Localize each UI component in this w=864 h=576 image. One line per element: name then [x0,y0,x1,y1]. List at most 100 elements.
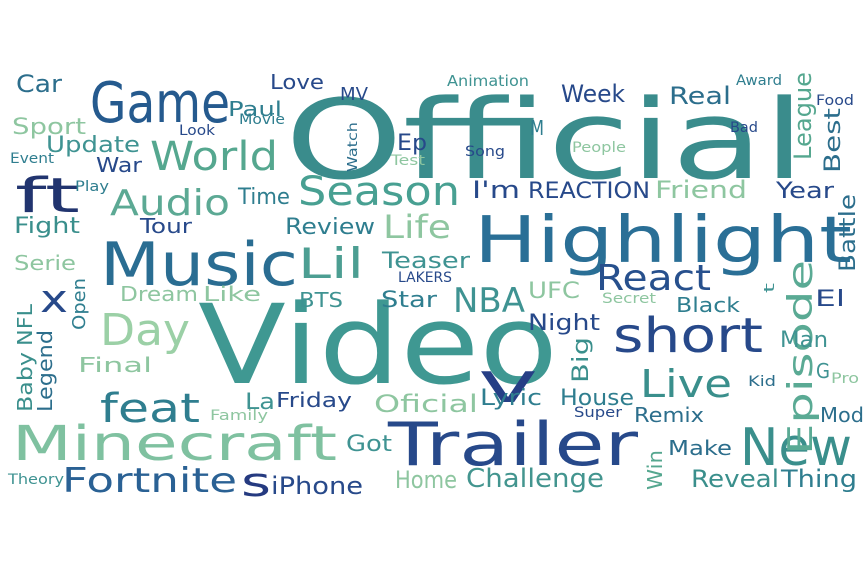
word-trailer: Trailer [387,410,639,480]
word-ft: ft [15,168,80,224]
word-feat: feat [100,386,200,432]
word-oficial: Oficial [374,390,478,418]
word-pro: Pro [831,371,859,387]
word-lil: Lil [298,239,364,288]
word-serie: Serie [14,251,76,275]
word-music: Music [100,230,298,300]
word-secret: Secret [602,291,657,307]
word-week: Week [561,80,625,108]
word-teaser: Teaser [381,249,471,274]
word-el: El [815,287,845,312]
word-theory: Theory [7,472,64,488]
word-family: Family [210,408,268,424]
word-award: Award [736,73,782,89]
word-fortnite: Fortnite [62,461,237,501]
word-reaction: REACTION [528,179,650,204]
word-g: G [816,359,830,383]
word-movie: Movie [239,112,285,128]
word-episode: Episode [781,260,821,455]
word-life: Life [383,208,451,246]
word-time: Time [237,185,290,210]
word-short: short [613,308,763,364]
word-kid: Kid [748,374,776,390]
word-fight: Fight [14,214,80,239]
word-car: Car [16,70,62,98]
word-league: League [789,72,817,160]
word-friday: Friday [276,388,352,412]
word-house: House [560,386,634,411]
word-star: Star [381,288,438,313]
word-update: Update [46,133,140,158]
word-bad: Bad [730,120,758,136]
word-look: Look [179,123,216,139]
word-video: Video [198,281,558,409]
word-got: Got [346,432,392,457]
word-iphone: iPhone [271,472,363,500]
word-game: Game [90,71,230,136]
word-m: M [530,116,544,140]
word-big: Big [569,337,594,383]
word-x: x [40,277,68,321]
word-war: War [96,153,143,177]
word-best: Best [821,108,846,173]
word-event: Event [10,151,55,167]
word-mod: Mod [820,403,864,427]
word-challenge: Challenge [466,464,604,494]
word-react: React [596,258,711,299]
word-i-m: I'm [472,176,520,204]
word-black: Black [676,293,740,317]
word-love: Love [270,70,324,94]
word-la: La [245,390,275,415]
word-s: s [241,460,271,506]
word-legend: Legend [33,330,57,412]
word-baby: Baby [13,352,37,412]
word-people: People [572,140,626,156]
word-friend: Friend [655,176,747,204]
word-v: v [478,351,538,416]
word-tour: Tour [139,214,193,238]
word-food: Food [816,93,854,109]
word-battle: Battle [836,194,861,272]
word-remix: Remix [634,403,704,427]
word-test: Test [390,153,426,169]
word-world: World [150,134,278,180]
word-win: Win [643,450,667,490]
word-real: Real [669,82,731,110]
word-live: Live [640,362,732,406]
word-year: Year [775,179,835,204]
word-lakers: LAKERS [398,270,452,286]
word-highlight: Highlight [474,204,852,278]
word-reveal: Reveal [691,465,779,493]
word-paul: Paul [228,97,282,121]
word-final: Final [78,353,152,377]
word-thing: Thing [780,465,857,493]
word-play: Play [75,179,109,195]
word-animation: Animation [447,72,529,90]
word-home: Home [395,466,457,494]
word-ep: Ep [397,131,427,156]
word-like: Like [203,282,261,306]
word-watch: Watch [346,122,361,172]
word-make: Make [668,436,732,460]
word-new: New [740,418,852,478]
word-audio: Audio [110,183,230,224]
word-super: Super [574,405,622,421]
word-review: Review [285,215,375,240]
word-sport: Sport [12,115,86,140]
word-ufc: UFC [528,279,580,304]
word-man: Man [780,328,828,353]
word-minecraft: Minecraft [12,416,337,472]
word-bts: BTS [299,288,343,312]
word-lyric: Lyric [480,386,542,411]
word-night: Night [528,311,600,336]
word-t: t [762,282,778,293]
word-nfl: NFL [13,303,37,346]
word-nba: NBA [453,281,525,321]
word-season: Season [298,169,460,215]
word-dream: Dream [120,282,198,306]
word-day: Day [100,305,190,356]
word-official: Official [285,76,805,204]
word-mv: MV [340,84,369,105]
word-open: Open [69,278,90,330]
